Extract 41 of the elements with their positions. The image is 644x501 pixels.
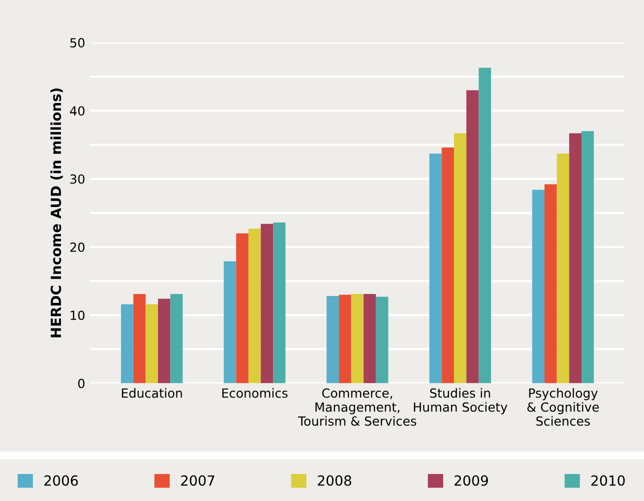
bar — [338, 294, 352, 384]
bar — [158, 298, 170, 384]
bar — [170, 294, 183, 384]
y-tick-label: 30 — [70, 174, 84, 184]
bar — [478, 68, 492, 384]
bar — [429, 154, 442, 384]
y-tick-label: 0 — [78, 378, 84, 388]
bar — [582, 131, 594, 384]
x-tick-label: Psychology & Cognitive Sciences — [527, 388, 599, 426]
x-tick-label: Economics — [222, 388, 288, 398]
bar — [569, 133, 582, 384]
bar — [556, 154, 570, 384]
bar — [364, 294, 376, 384]
legend-label: 2009 — [454, 475, 488, 486]
bar — [133, 294, 146, 384]
legend-label: 2010 — [591, 475, 625, 486]
y-axis-title: HERDC Income AUD (in millions) — [50, 88, 63, 338]
y-tick-label: 40 — [70, 106, 84, 116]
bar — [351, 294, 364, 384]
legend-label: 2007 — [181, 475, 214, 486]
y-tick-label: 20 — [70, 242, 84, 252]
bar — [454, 133, 466, 384]
legend-label: 2006 — [44, 475, 78, 486]
bar — [376, 296, 388, 384]
bar — [442, 148, 454, 384]
y-tick-label: 10 — [70, 310, 84, 320]
bar — [544, 184, 557, 384]
legend-label: 2008 — [318, 475, 352, 486]
bar — [224, 261, 236, 384]
bar — [248, 228, 261, 384]
y-tick-label: 50 — [70, 38, 84, 48]
bar — [326, 296, 339, 384]
bar — [121, 304, 134, 384]
bar — [532, 190, 544, 384]
bar — [273, 222, 286, 384]
x-tick-label: Education — [122, 388, 182, 398]
bar — [260, 224, 274, 384]
x-tick-label: Studies in Human Society — [414, 388, 508, 414]
bar — [146, 304, 158, 384]
bar — [466, 90, 479, 384]
bar — [236, 233, 248, 384]
